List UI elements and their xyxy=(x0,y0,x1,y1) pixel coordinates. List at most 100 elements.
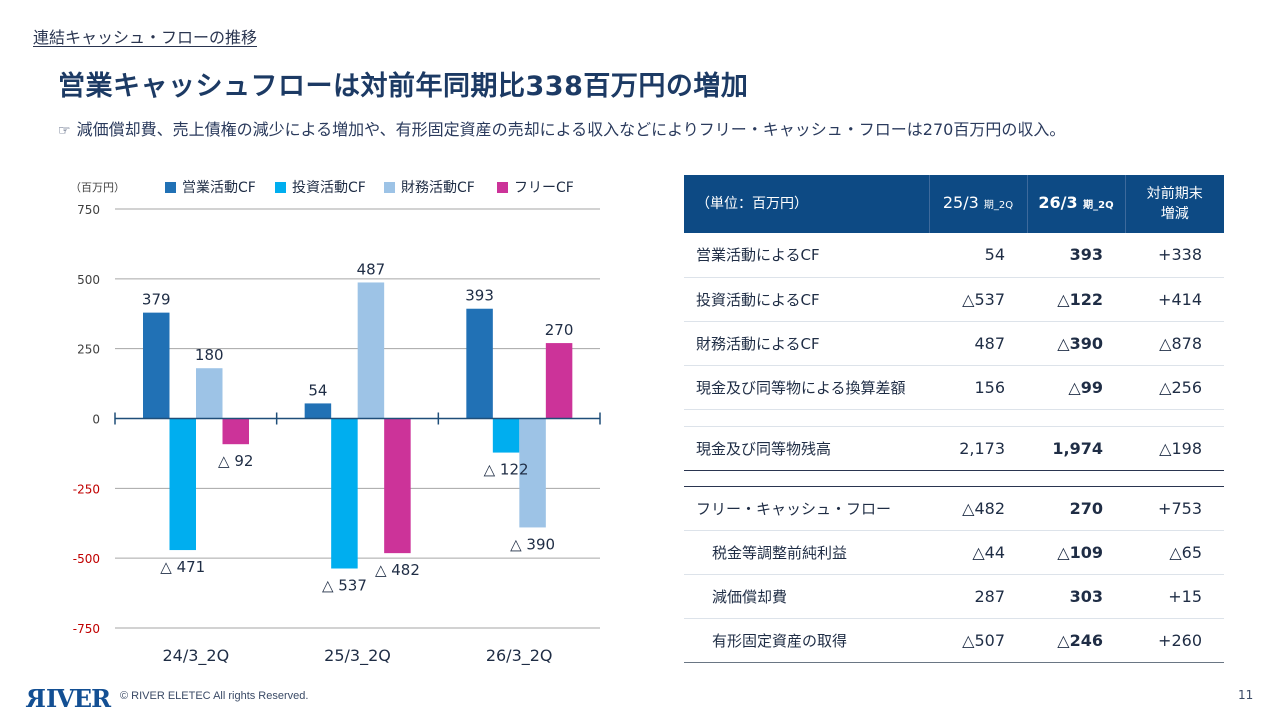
legend-item: 財務活動CF xyxy=(384,180,475,196)
header-prev-main: 25/3 xyxy=(942,192,979,212)
row-label: 現金及び同等物残高 xyxy=(684,426,929,471)
data-label: 180 xyxy=(195,346,224,364)
row-prev: △507 xyxy=(929,618,1027,663)
header-unit: （単位：百万円） xyxy=(684,175,930,233)
row-prev: △44 xyxy=(929,530,1027,575)
row-diff: △878 xyxy=(1125,321,1224,366)
table-row: 営業活動によるCF 54 393 +338 xyxy=(684,233,1224,278)
label-layer: 379 54 393 △ 471 △ 537 △ 122 180 487 △ 390 △ 92 △ … xyxy=(142,260,573,594)
bar-0-2 xyxy=(466,308,493,419)
pointing-hand-icon: ☞ xyxy=(58,123,71,139)
legend-swatch xyxy=(497,182,508,193)
row-curr: 393 xyxy=(1027,233,1125,278)
header-curr-small: 期_2Q xyxy=(1083,199,1114,211)
x-tick-label: 25/3_2Q xyxy=(324,646,391,666)
legend-item: 投資活動CF xyxy=(275,180,366,196)
data-label: △ 537 xyxy=(322,577,367,595)
data-label: 487 xyxy=(357,260,386,278)
row-diff: +15 xyxy=(1125,574,1224,619)
legend-label: 営業活動CF xyxy=(182,180,256,196)
data-label: 379 xyxy=(142,291,171,309)
bar-1-1 xyxy=(331,418,358,569)
x-tick-label: 26/3_2Q xyxy=(486,646,553,666)
table-row: 有形固定資産の取得 △507 △246 +260 xyxy=(684,618,1224,663)
row-curr: △99 xyxy=(1027,365,1125,410)
bar-3-1 xyxy=(384,418,411,554)
y-tick-label: 750 xyxy=(77,203,100,217)
row-diff: +260 xyxy=(1125,618,1224,663)
row-curr: △122 xyxy=(1027,277,1125,322)
bar-2-2 xyxy=(519,418,546,528)
bar-0-0 xyxy=(143,312,170,419)
subline: ☞ 減価償却費、売上債権の減少による増加や、有形固定資産の売却による収入などにより… xyxy=(58,116,1065,140)
row-diff: +338 xyxy=(1125,233,1224,278)
row-diff: +753 xyxy=(1125,486,1224,531)
headline: 営業キャッシュフローは対前年同期比338百万円の増加 xyxy=(58,71,749,102)
row-curr: 1,974 xyxy=(1027,426,1125,471)
bar-3-0 xyxy=(222,418,249,445)
table-row: フリー・キャッシュ・フロー △482 270 +753 xyxy=(684,486,1224,531)
row-prev: 54 xyxy=(929,233,1027,278)
header-curr-period: 26/3 期_2Q xyxy=(1027,175,1126,233)
bar-1-2 xyxy=(492,418,520,453)
row-label: 現金及び同等物による換算差額 xyxy=(684,365,929,410)
table-row: 財務活動によるCF 487 △390 △878 xyxy=(684,321,1224,366)
row-prev: 2,173 xyxy=(929,426,1027,471)
row-diff: △65 xyxy=(1125,530,1224,575)
y-tick-label: -750 xyxy=(73,622,100,636)
legend-label: 財務活動CF xyxy=(401,180,475,196)
header-diff-line2: 増減 xyxy=(1160,206,1189,222)
row-label: 営業活動によるCF xyxy=(684,233,929,278)
cash-flow-table: （単位：百万円） 25/3 期_2Q 26/3 期_2Q 対前期末 増減 営業活動… xyxy=(684,175,1224,663)
data-label: 270 xyxy=(545,321,574,339)
table-row: 税金等調整前純利益 △44 △109 △65 xyxy=(684,530,1224,575)
legend-label: フリーCF xyxy=(514,180,574,196)
bar-3-2 xyxy=(545,343,573,419)
legend-label: 投資活動CF xyxy=(292,180,366,196)
row-label: 投資活動によるCF xyxy=(684,277,929,322)
bar-2-1 xyxy=(357,282,385,419)
row-prev: △482 xyxy=(929,486,1027,531)
row-curr: 270 xyxy=(1027,486,1125,531)
legend-item: 営業活動CF xyxy=(165,180,256,196)
copyright: © RIVER ELETEC All rights Reserved. xyxy=(120,690,309,702)
data-label: △ 471 xyxy=(160,558,205,576)
table-row: 現金及び同等物による換算差額 156 △99 △256 xyxy=(684,365,1224,410)
header-prev-small: 期_2Q xyxy=(983,199,1014,211)
bar-2-0 xyxy=(196,368,223,419)
axis-layer: 750 500 250 0 -250 -500 -750 （百万円） 24/3_2Q 25/3_2… xyxy=(70,181,601,666)
table-row: 現金及び同等物残高 2,173 1,974 △198 xyxy=(684,426,1224,471)
bar-1-0 xyxy=(169,418,196,551)
y-tick-label: -250 xyxy=(73,482,100,496)
y-tick-label: 250 xyxy=(77,343,100,357)
page-number: 11 xyxy=(1238,688,1254,702)
row-prev: △537 xyxy=(929,277,1027,322)
row-curr: △390 xyxy=(1027,321,1125,366)
legend-item: フリーCF xyxy=(497,180,574,196)
y-tick-label: 0 xyxy=(92,413,100,427)
data-label: △ 92 xyxy=(218,452,253,470)
x-tick-label: 24/3_2Q xyxy=(162,646,229,666)
bar-layer xyxy=(143,282,573,569)
header-diff: 対前期末 増減 xyxy=(1125,175,1224,233)
cash-flow-bar-chart: 750 500 250 0 -250 -500 -750 （百万円） 24/3_2Q 25/3_2… xyxy=(70,180,601,666)
y-unit-label: （百万円） xyxy=(70,181,125,194)
y-tick-label: 500 xyxy=(77,273,100,287)
table-row: 減価償却費 287 303 +15 xyxy=(684,574,1224,619)
data-label: △ 122 xyxy=(484,461,529,479)
data-label: △ 482 xyxy=(375,561,420,579)
row-prev: 156 xyxy=(929,365,1027,410)
table-spacer xyxy=(684,409,1224,427)
row-label: フリー・キャッシュ・フロー xyxy=(684,486,929,531)
y-tick-label: -500 xyxy=(73,552,100,566)
table-spacer xyxy=(684,470,1224,487)
row-prev: 287 xyxy=(929,574,1027,619)
legend-swatch xyxy=(165,182,176,193)
subline-text: 減価償却費、売上債権の減少による増加や、有形固定資産の売却による収入などによりフ… xyxy=(76,120,1066,139)
row-curr: △109 xyxy=(1027,530,1125,575)
data-label: 54 xyxy=(308,381,327,399)
section-title: 連結キャッシュ・フローの推移 xyxy=(33,28,258,47)
header-prev-period: 25/3 期_2Q xyxy=(929,175,1028,233)
river-logo: RIVER xyxy=(27,684,111,713)
legend-swatch xyxy=(384,182,395,193)
